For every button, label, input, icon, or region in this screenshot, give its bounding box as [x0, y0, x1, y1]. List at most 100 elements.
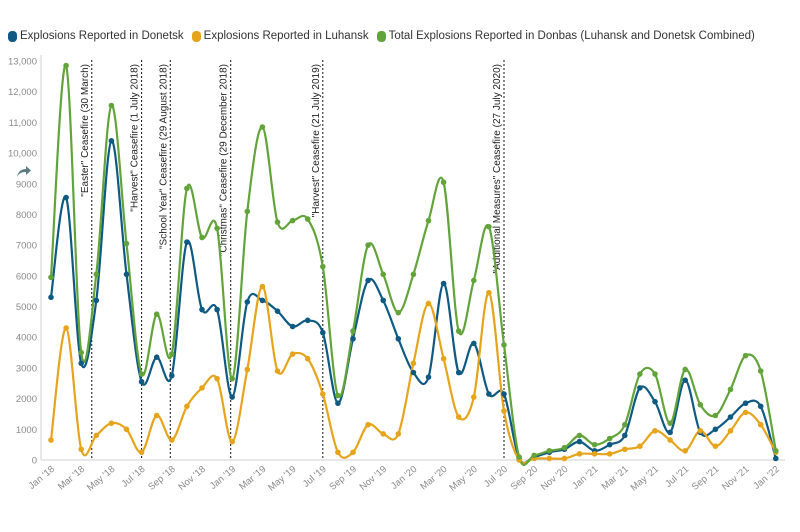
data-point-donetsk[interactable] — [712, 426, 719, 433]
data-point-total[interactable] — [199, 234, 205, 241]
data-point-donetsk[interactable] — [123, 271, 130, 278]
data-point-luhansk[interactable] — [184, 403, 190, 410]
data-point-total[interactable] — [742, 352, 749, 359]
data-point-donetsk[interactable] — [682, 377, 688, 384]
legend-item-total[interactable]: Total Explosions Reported in Donbas (Luh… — [376, 30, 755, 42]
data-point-donetsk[interactable] — [274, 308, 281, 314]
data-point-luhansk[interactable] — [335, 449, 341, 456]
data-point-total[interactable] — [591, 441, 598, 448]
data-point-total[interactable] — [606, 435, 613, 442]
data-point-luhansk[interactable] — [637, 443, 643, 449]
data-point-total[interactable] — [576, 432, 583, 439]
data-point-donetsk[interactable] — [184, 239, 190, 245]
data-point-total[interactable] — [531, 452, 537, 459]
data-point-total[interactable] — [395, 309, 402, 316]
data-point-luhansk[interactable] — [742, 409, 749, 416]
data-point-total[interactable] — [380, 271, 387, 278]
data-point-total[interactable] — [229, 375, 235, 382]
data-point-luhansk[interactable] — [425, 300, 432, 307]
data-point-luhansk[interactable] — [727, 428, 734, 434]
data-point-luhansk[interactable] — [214, 375, 220, 382]
data-point-donetsk[interactable] — [289, 323, 296, 330]
data-point-total[interactable] — [108, 102, 115, 109]
data-point-luhansk[interactable] — [682, 447, 688, 454]
data-point-total[interactable] — [63, 62, 69, 69]
data-point-donetsk[interactable] — [757, 403, 764, 410]
data-point-donetsk[interactable] — [380, 297, 387, 304]
data-point-donetsk[interactable] — [425, 374, 432, 380]
data-point-luhansk[interactable] — [244, 366, 251, 373]
data-point-donetsk[interactable] — [48, 294, 54, 301]
data-point-luhansk[interactable] — [546, 455, 553, 462]
data-point-donetsk[interactable] — [214, 306, 220, 313]
data-point-luhansk[interactable] — [652, 428, 658, 434]
data-point-total[interactable] — [622, 421, 628, 428]
data-point-donetsk[interactable] — [486, 391, 492, 397]
data-point-luhansk[interactable] — [455, 414, 462, 420]
data-point-luhansk[interactable] — [591, 451, 598, 457]
data-point-total[interactable] — [304, 216, 311, 222]
data-point-donetsk[interactable] — [229, 394, 235, 400]
data-point-donetsk[interactable] — [652, 398, 658, 405]
data-point-donetsk[interactable] — [350, 335, 356, 342]
data-point-luhansk[interactable] — [289, 351, 296, 357]
data-point-luhansk[interactable] — [622, 446, 628, 453]
data-point-donetsk[interactable] — [667, 429, 673, 436]
data-point-total[interactable] — [214, 225, 220, 232]
data-point-luhansk[interactable] — [471, 394, 477, 400]
data-point-donetsk[interactable] — [93, 297, 100, 304]
data-point-donetsk[interactable] — [304, 317, 311, 324]
data-point-total[interactable] — [697, 401, 704, 408]
data-point-donetsk[interactable] — [576, 438, 583, 445]
data-point-donetsk[interactable] — [727, 414, 734, 420]
data-point-total[interactable] — [757, 368, 764, 374]
data-point-luhansk[interactable] — [274, 368, 281, 374]
data-point-donetsk[interactable] — [335, 400, 341, 407]
data-point-donetsk[interactable] — [471, 340, 477, 347]
data-point-total[interactable] — [335, 392, 341, 399]
data-point-total[interactable] — [455, 328, 462, 334]
data-point-luhansk[interactable] — [48, 437, 54, 443]
data-point-total[interactable] — [123, 240, 130, 247]
data-point-donetsk[interactable] — [199, 306, 205, 313]
data-point-donetsk[interactable] — [259, 297, 266, 304]
data-point-total[interactable] — [259, 124, 266, 130]
data-point-donetsk[interactable] — [410, 369, 417, 376]
data-point-donetsk[interactable] — [455, 369, 462, 376]
data-point-total[interactable] — [365, 242, 371, 248]
data-point-donetsk[interactable] — [138, 378, 145, 385]
data-point-total[interactable] — [501, 342, 507, 348]
data-point-donetsk[interactable] — [501, 391, 507, 397]
data-point-donetsk[interactable] — [637, 385, 643, 391]
data-point-donetsk[interactable] — [622, 432, 628, 439]
data-point-luhansk[interactable] — [486, 289, 492, 296]
data-point-luhansk[interactable] — [440, 355, 447, 362]
data-point-luhansk[interactable] — [606, 451, 613, 457]
data-point-luhansk[interactable] — [108, 420, 115, 426]
data-point-total[interactable] — [289, 217, 296, 224]
data-point-donetsk[interactable] — [108, 138, 115, 144]
data-point-total[interactable] — [652, 371, 658, 377]
data-point-total[interactable] — [78, 349, 84, 356]
data-point-donetsk[interactable] — [63, 194, 69, 201]
data-point-total[interactable] — [350, 328, 356, 334]
data-point-total[interactable] — [425, 217, 432, 224]
data-point-total[interactable] — [637, 371, 643, 377]
data-point-luhansk[interactable] — [667, 437, 673, 443]
data-point-total[interactable] — [667, 420, 673, 426]
data-point-total[interactable] — [93, 271, 100, 278]
data-point-luhansk[interactable] — [138, 449, 145, 456]
data-point-donetsk[interactable] — [244, 299, 251, 305]
data-point-luhansk[interactable] — [123, 426, 130, 433]
data-point-total[interactable] — [682, 366, 688, 373]
data-point-donetsk[interactable] — [320, 329, 326, 336]
data-point-total[interactable] — [712, 412, 719, 419]
data-point-total[interactable] — [320, 263, 326, 270]
data-point-total[interactable] — [546, 447, 553, 454]
data-point-donetsk[interactable] — [395, 335, 402, 342]
data-point-luhansk[interactable] — [501, 408, 507, 414]
data-point-total[interactable] — [486, 223, 492, 230]
data-point-luhansk[interactable] — [259, 283, 266, 290]
legend-item-luhansk[interactable]: Explosions Reported in Luhansk — [191, 30, 369, 42]
data-point-total[interactable] — [184, 185, 190, 192]
